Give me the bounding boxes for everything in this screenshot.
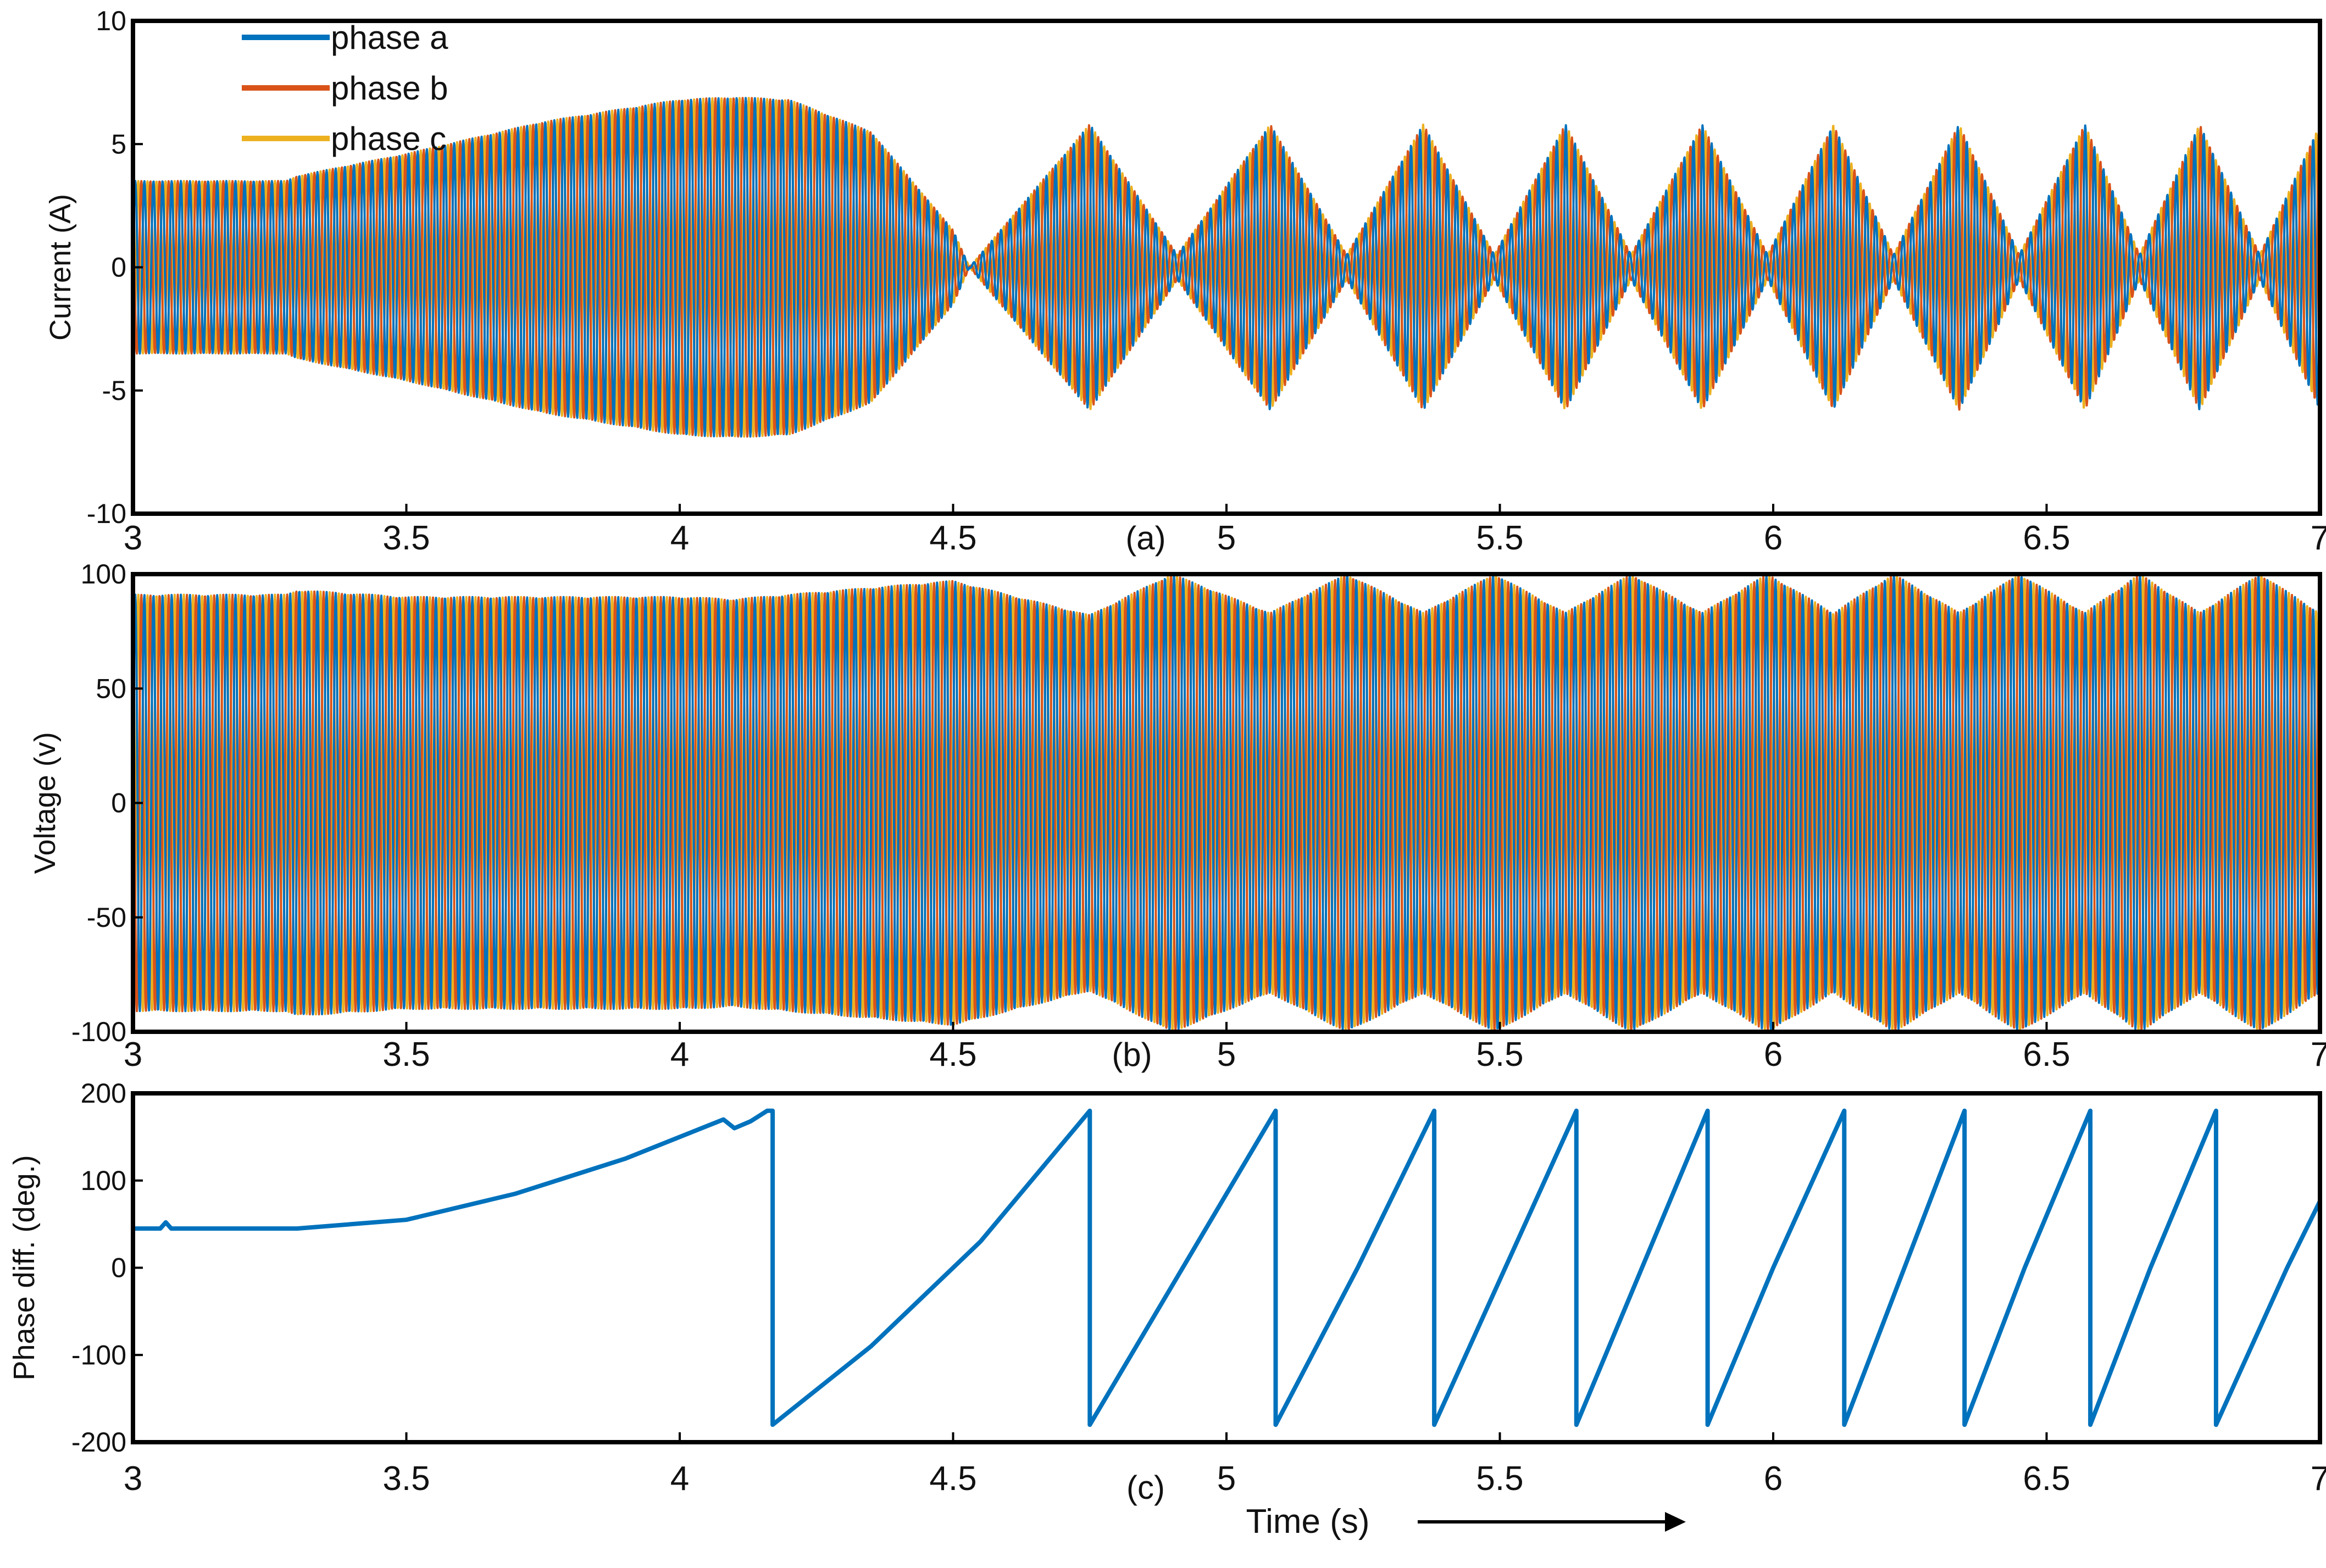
legend-label-phase-b: phase b: [331, 70, 448, 107]
x-tick-label: 3.5: [382, 1460, 430, 1498]
y-tick-label: 0: [111, 252, 126, 283]
x-tick-label: 7: [2311, 1460, 2326, 1498]
x-tick-label: 3: [124, 1460, 142, 1498]
panel-a-x-ticks: 3 3.5 4 4.5 5 5.5 6 6.5 7: [124, 504, 2326, 557]
x-tick-label: 6: [1764, 519, 1783, 557]
panel-c-phase-difference: 200 100 0 -100 -200 3 3.5 4 4.5 5 5.5 6 6.5 7 Phase …: [8, 1078, 2326, 1506]
panel-c-y-ticks: 200 100 0 -100 -200: [71, 1078, 143, 1458]
y-tick-label: 100: [81, 1165, 126, 1196]
y-tick-label: 200: [81, 1078, 126, 1109]
voltage-waveform-area: [133, 574, 2320, 1032]
y-tick-label: 5: [111, 129, 126, 159]
x-tick-label: 6.5: [2023, 519, 2070, 557]
y-tick-label: -200: [71, 1427, 126, 1458]
series-line-phase-c: [133, 574, 2320, 1032]
x-tick-label: 3: [124, 1036, 142, 1074]
series-line-phase-b: [133, 574, 2320, 1032]
series-line-phase-c: [133, 97, 2320, 438]
panel-a-y-axis-label: Current (A): [44, 194, 77, 341]
panel-c-x-ticks: 3 3.5 4 4.5 5 5.5 6 6.5 7: [124, 1432, 2326, 1498]
x-tick-label: 5.5: [1476, 519, 1523, 557]
x-tick-label: 7: [2311, 519, 2326, 557]
panel-a-y-ticks: 10 5 0 -5 -10: [87, 5, 143, 529]
x-tick-label: 3.5: [382, 519, 430, 557]
x-tick-label: 5.5: [1476, 1036, 1523, 1074]
x-tick-label: 3: [124, 519, 142, 557]
x-tick-label: 3.5: [382, 1036, 430, 1074]
panel-c-frame: [131, 1091, 2322, 1444]
x-tick-label: 4: [670, 1460, 689, 1498]
x-tick-label: 6.5: [2023, 1460, 2070, 1498]
y-tick-label: 50: [96, 673, 126, 704]
x-tick-label: 5.5: [1476, 1460, 1523, 1498]
x-tick-label: 6: [1764, 1460, 1783, 1498]
y-tick-label: 0: [111, 1253, 126, 1283]
panel-a-label: (a): [1125, 520, 1165, 557]
y-tick-label: -5: [102, 375, 126, 406]
y-tick-label: -50: [87, 902, 126, 933]
series-line-phase-a: [133, 574, 2320, 1031]
y-tick-label: 0: [111, 788, 126, 819]
x-tick-label: 4: [670, 519, 689, 557]
x-tick-label: 6: [1764, 1036, 1783, 1074]
x-tick-label: 5: [1217, 519, 1236, 557]
legend-label-phase-a: phase a: [331, 19, 448, 56]
x-tick-label: 4.5: [929, 1036, 976, 1074]
y-tick-label: -10: [87, 498, 126, 529]
x-tick-label: 6.5: [2023, 1036, 2070, 1074]
panel-b-x-ticks: 3 3.5 4 4.5 5 5.5 6 6.5 7: [124, 1022, 2326, 1074]
phase-difference-plot-area: [133, 1108, 2320, 1427]
time-arrow: [1418, 1512, 1686, 1532]
x-tick-label: 4.5: [929, 519, 976, 557]
y-tick-label: -100: [71, 1016, 126, 1047]
y-tick-label: 10: [96, 5, 126, 36]
series-line-phase-a: [133, 97, 2320, 438]
series-line-phase-a: [133, 1108, 2320, 1427]
panel-b-label: (b): [1112, 1036, 1152, 1073]
panel-c-y-axis-label: Phase diff. (deg.): [8, 1155, 41, 1380]
x-tick-label: 4.5: [929, 1460, 976, 1498]
panel-c-label: (c): [1126, 1469, 1165, 1506]
x-tick-label: 5: [1217, 1036, 1236, 1074]
legend-label-phase-c: phase c: [331, 120, 446, 157]
x-tick-label: 5: [1217, 1460, 1236, 1498]
y-tick-label: 100: [81, 559, 126, 590]
y-tick-label: -100: [71, 1339, 126, 1370]
current-waveform-area: [133, 97, 2320, 438]
series-line-phase-b: [133, 97, 2320, 438]
x-tick-label: 7: [2311, 1036, 2326, 1074]
x-axis-label: Time (s): [1246, 1503, 1370, 1541]
panel-b-y-ticks: 100 50 0 -50 -100: [71, 559, 143, 1047]
panel-b-y-axis-label: Voltage (v): [29, 732, 62, 874]
panel-b-voltage: 100 50 0 -50 -100 3 3.5 4 4.5 5 5.5 6 6.5 7 Voltage …: [29, 559, 2326, 1074]
time-arrow-head: [1665, 1512, 1686, 1532]
legend: phase a phase b phase c: [242, 19, 448, 157]
x-tick-label: 4: [670, 1036, 689, 1074]
